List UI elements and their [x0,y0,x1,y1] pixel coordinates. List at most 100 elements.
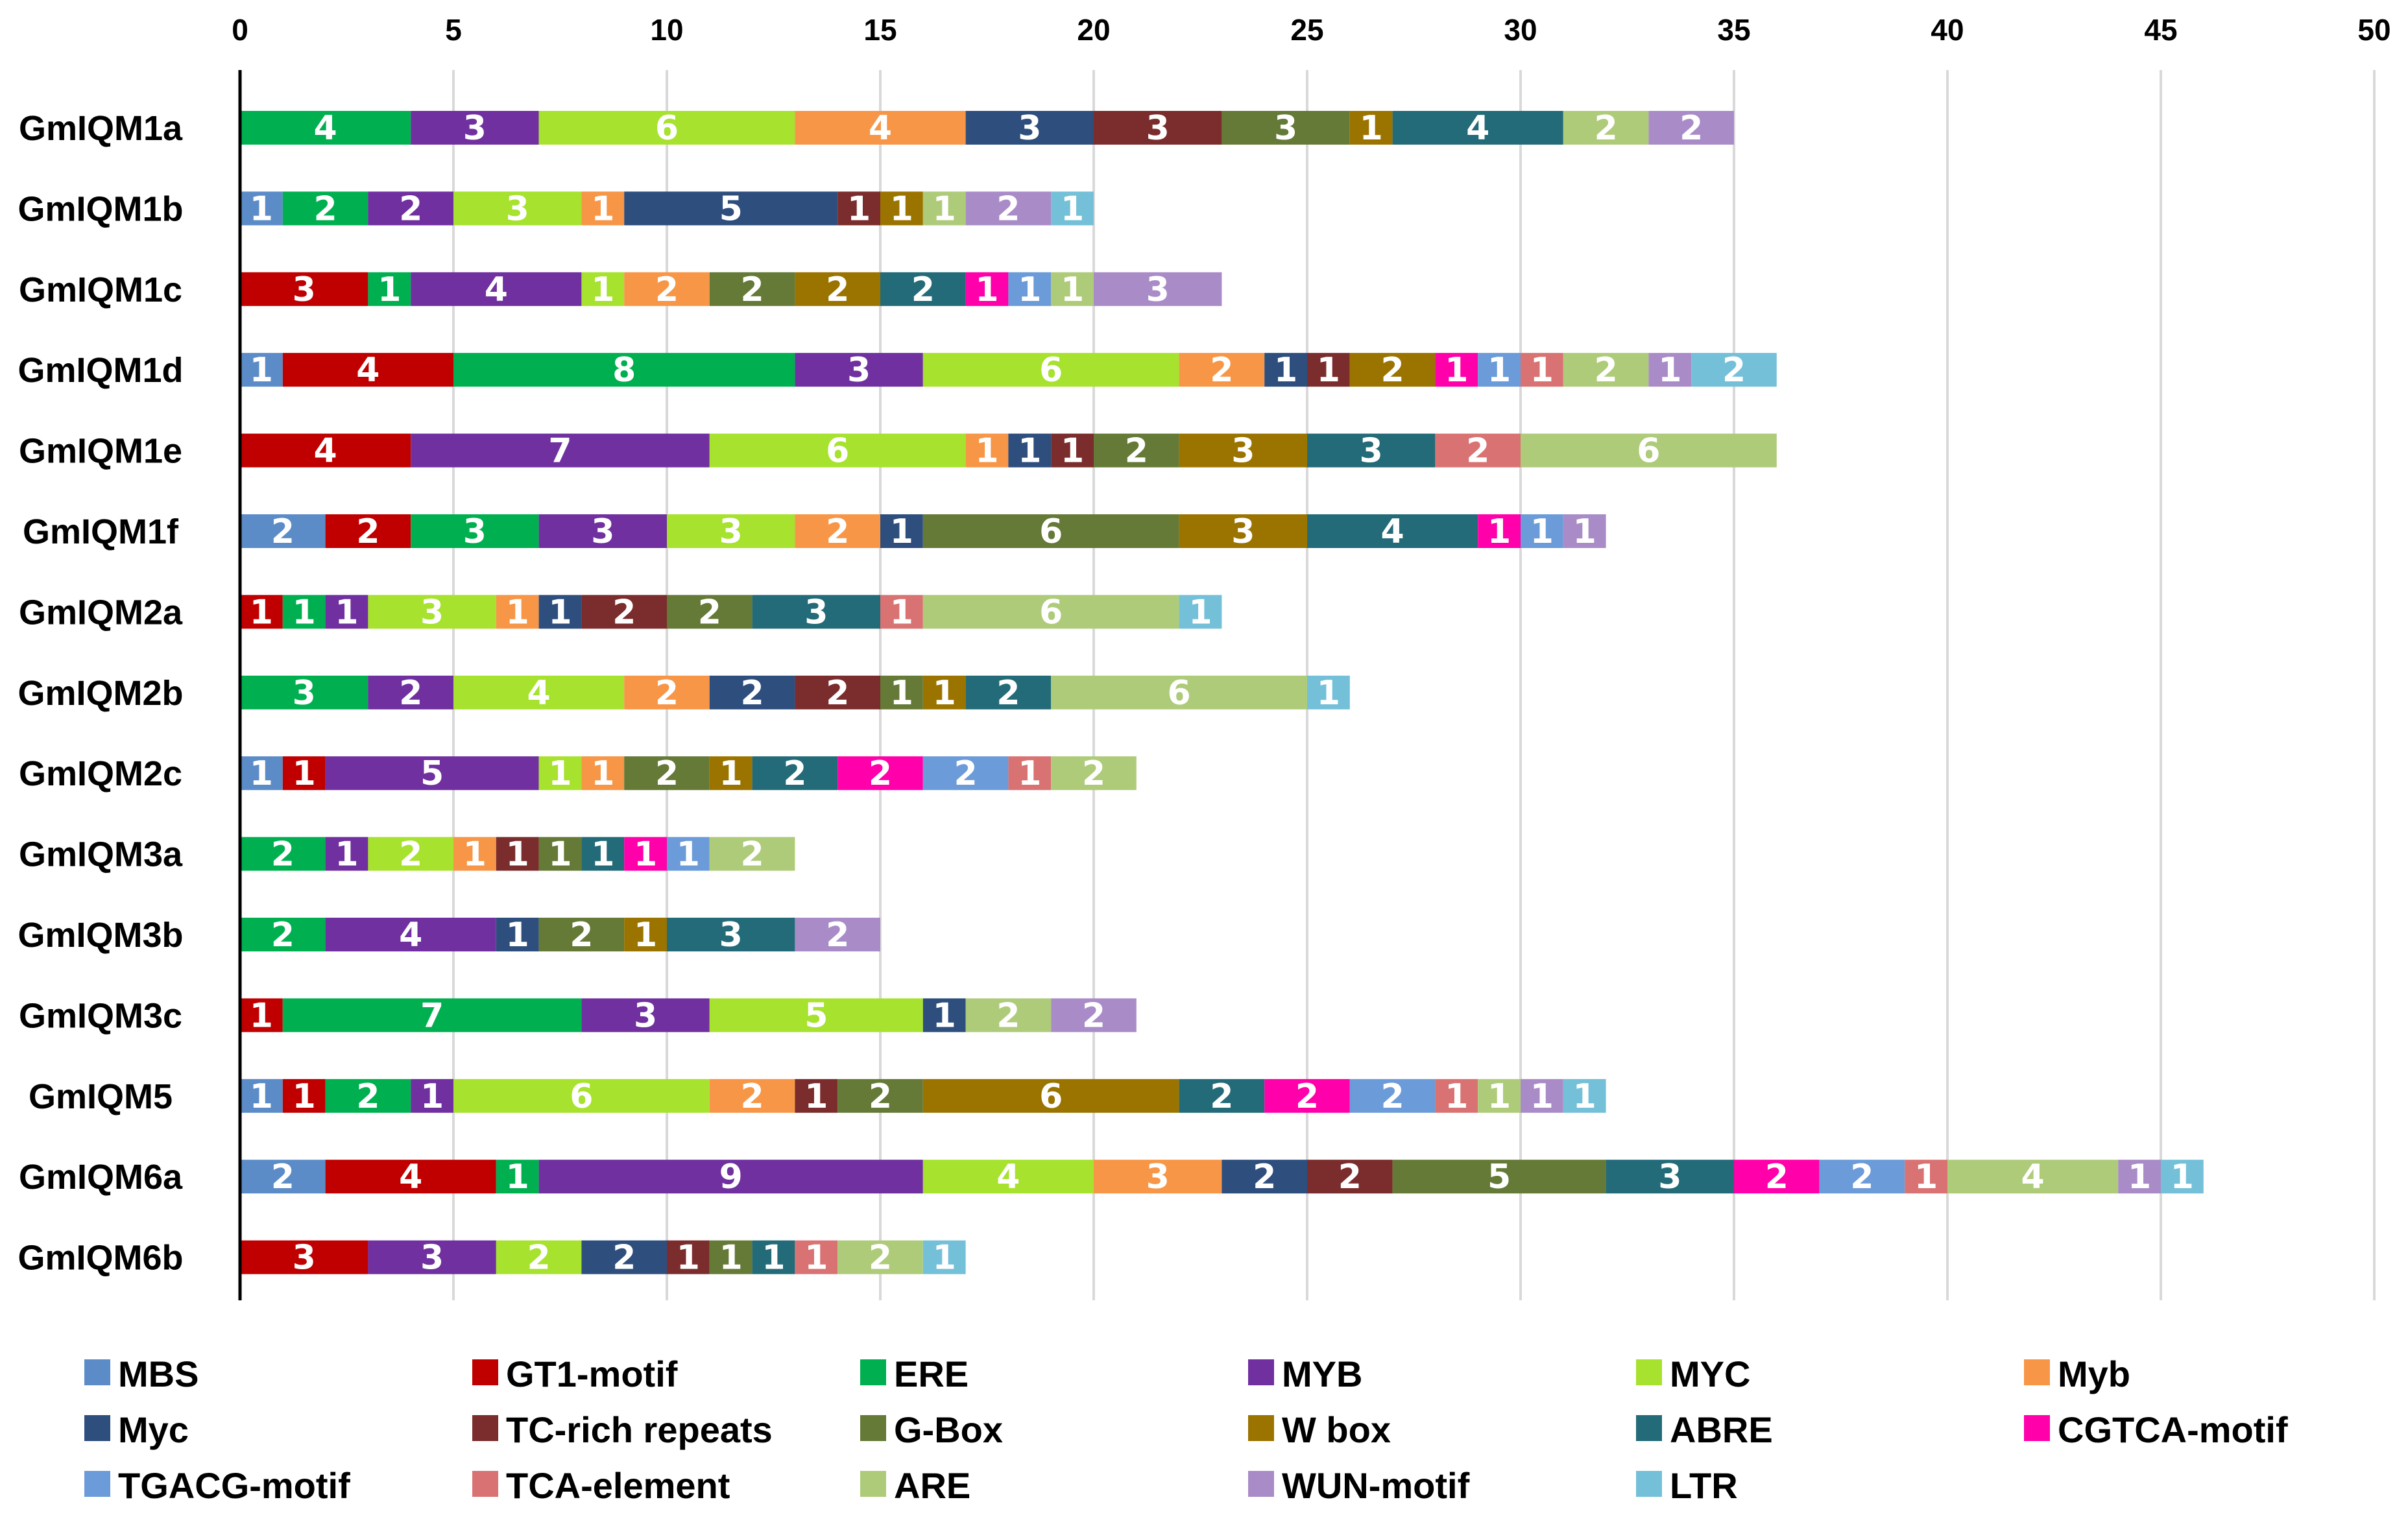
bar-segment-tgacg-motif [667,837,710,871]
segment-value-label: 2 [869,1239,892,1278]
segment-value-label: 1 [933,674,956,713]
x-tick-label: 40 [1931,13,1964,47]
legend-item-tgacg-motif: TGACG-motif [84,1465,350,1506]
bar-segment-ltr [1051,191,1094,226]
segment-value-label: 1 [293,754,316,793]
gene-label-gmiqm1c: GmIQM1c [19,270,182,309]
bar-segment-myb [325,595,368,629]
bar-segment-abre [581,837,625,871]
segment-value-label: 1 [506,593,529,632]
segment-value-label: 7 [548,432,572,471]
segment-value-label: 2 [1595,109,1618,148]
legend-swatch [860,1359,886,1385]
bar-segment-tgacg-motif [1521,514,1563,548]
segment-value-label: 2 [271,916,295,955]
segment-value-label: 1 [890,512,913,551]
bar-segment-mbs [240,1079,283,1113]
bar-segment-are [1563,111,1649,145]
segment-value-label: 1 [804,1239,828,1278]
segment-value-label: 1 [335,593,358,632]
legend-swatch [84,1415,110,1441]
gene-label-gmiqm1f: GmIQM1f [23,512,179,551]
segment-value-label: 1 [591,835,614,874]
x-axis-ticks: 0 5 10 15 20 25 30 35 40 45 50 [232,13,2390,47]
legend-swatch [1248,1415,1274,1441]
segment-value-label: 3 [719,916,743,955]
bar-segment-mbs [240,353,283,387]
bar-segment-tgacg-motif [922,756,1009,791]
bar-segment-g-box [837,1079,923,1113]
legend-swatch [1636,1359,1662,1385]
gene-label-gmiqm1a: GmIQM1a [19,109,183,148]
bar-segment-abre [880,272,966,306]
legend-label: MYC [1670,1354,1750,1394]
bar-segment-cgtca-motif [837,756,923,791]
gene-label-gmiqm3b: GmIQM3b [18,916,183,955]
bar-segment-ere [282,595,326,629]
segment-value-label: 1 [677,835,700,874]
bar-segment-ltr [1691,353,1777,387]
segment-value-label: 2 [1082,996,1105,1035]
segment-value-label: 1 [1317,351,1340,390]
segment-value-label: 1 [463,835,487,874]
gene-label-gmiqm1b: GmIQM1b [18,189,183,228]
bar-segment-tca-element [1008,756,1052,791]
legend-swatch [472,1415,498,1441]
bar-segment-myb [368,675,453,710]
segment-value-label: 2 [1381,351,1404,390]
bar-segment-tc-rich-repeats [667,1240,710,1274]
legend-item-are: ARE [860,1465,970,1506]
legend-item-wun-motif: WUN-motif [1248,1465,1470,1506]
bar-segment-myc [581,1240,667,1274]
bars: 4 3 6 4 3 3 3 1 4 2 21 2 2 3 1 5 1 1 1 2 13 1 4 1 2 2 2 2 1 1 1 31 4 8 3 6 2… [240,109,2204,1278]
bar-segment-g-box [538,918,625,951]
segment-value-label: 3 [506,189,529,228]
bar-segment-myb [496,595,539,629]
segment-value-label: 1 [250,996,273,1035]
bar-segment-wun-motif [2118,1160,2161,1194]
segment-value-label: 3 [1146,270,1170,309]
segment-value-label: 1 [1487,1077,1511,1116]
segment-value-label: 1 [1018,432,1041,471]
segment-value-label: 3 [1018,109,1041,148]
segment-value-label: 2 [826,916,849,955]
bar-segment-are [965,998,1052,1032]
bar-segment-ere [411,514,539,548]
bar-segment-myc [453,1079,710,1113]
segment-value-label: 1 [506,916,529,955]
segment-value-label: 1 [2171,1158,2194,1197]
segment-value-label: 1 [1061,270,1084,309]
bar-segment-g-box [922,514,1179,548]
segment-value-label: 3 [463,512,487,551]
segment-value-label: 1 [890,593,913,632]
segment-value-label: 1 [591,189,614,228]
segment-value-label: 1 [890,189,913,228]
bar-segment-w-box [1349,353,1436,387]
bar-segment-are [709,837,795,871]
segment-value-label: 1 [250,1077,273,1116]
bar-segment-wun-motif [1563,514,1606,548]
segment-value-label: 3 [420,593,444,632]
legend-item-cgtca-motif: CGTCA-motif [2024,1409,2288,1450]
bar-segment-ere [496,1160,539,1194]
segment-value-label: 1 [933,189,956,228]
segment-value-label: 1 [250,351,273,390]
bar-segment-abre [965,675,1052,710]
bar-segment-cgtca-motif [965,272,1009,306]
segment-value-label: 1 [506,835,529,874]
bar-segment-ere [240,675,368,710]
legend-item-tca-element: TCA-element [472,1465,730,1506]
segment-value-label: 1 [933,996,956,1035]
segment-value-label: 1 [1445,1077,1468,1116]
segment-value-label: 1 [548,593,572,632]
bar-segment-w-box [922,675,966,710]
legend-item-g-box: G-Box [860,1409,1003,1450]
bar-segment-w-box [922,1079,1179,1113]
legend-swatch [1248,1471,1274,1497]
bar-segment-are [1051,675,1307,710]
bar-segment-myb [368,191,453,226]
